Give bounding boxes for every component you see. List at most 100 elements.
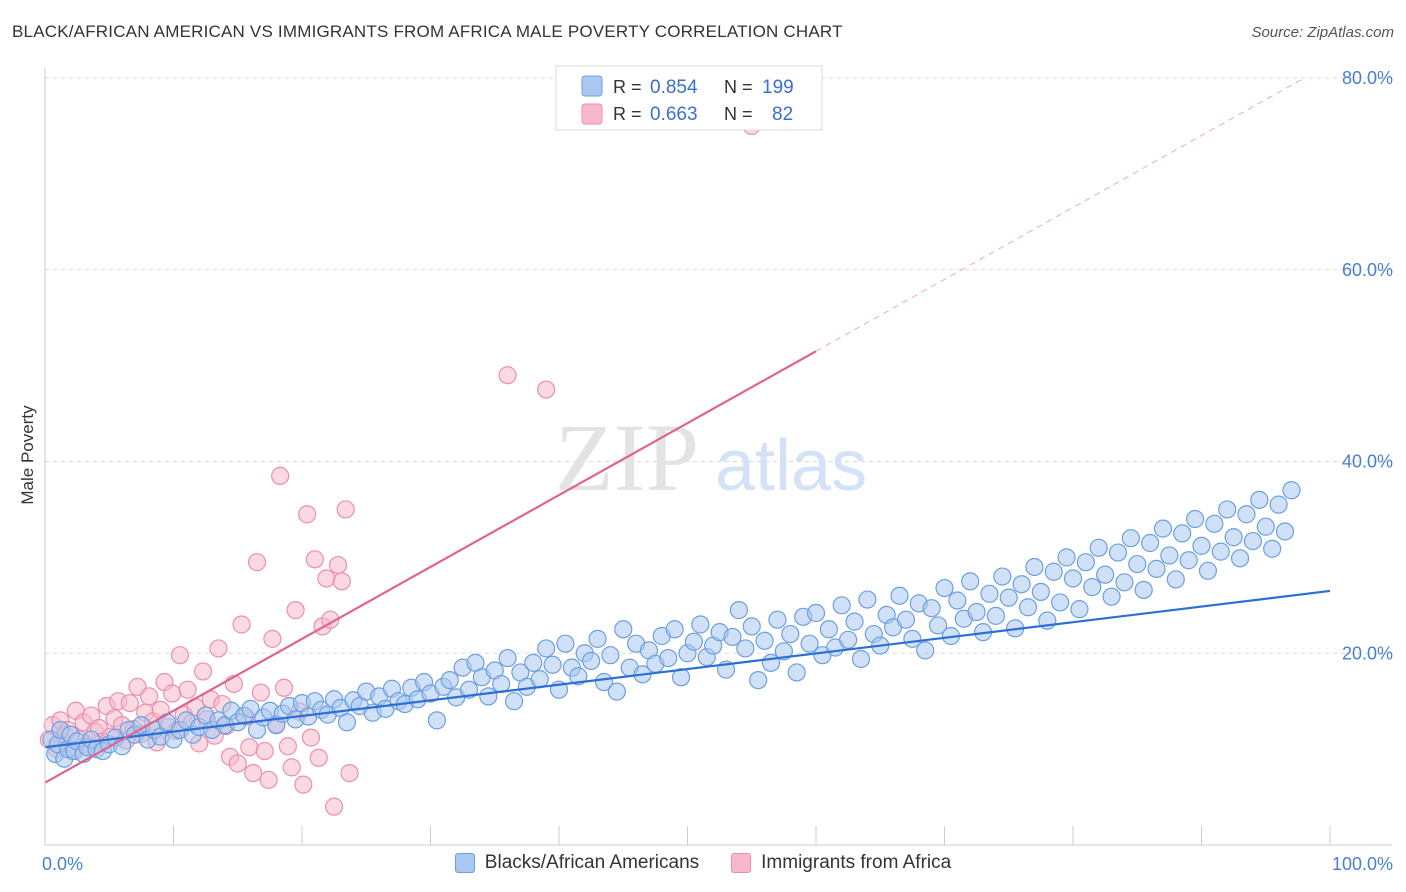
- point-blacks: [601, 646, 620, 665]
- bottom-legend-swatch-pink: [731, 853, 752, 873]
- point-immigrants: [498, 366, 517, 385]
- point-blacks: [980, 584, 999, 603]
- point-blacks: [569, 667, 588, 686]
- point-blacks: [1179, 551, 1198, 570]
- point-blacks: [241, 699, 260, 718]
- point-blacks: [948, 591, 967, 610]
- point-blacks: [781, 624, 800, 644]
- point-blacks: [999, 588, 1018, 607]
- point-immigrants: [244, 763, 263, 783]
- point-blacks: [1243, 531, 1263, 551]
- point-blacks: [851, 649, 871, 669]
- point-blacks: [1230, 549, 1250, 568]
- point-immigrants: [325, 797, 344, 816]
- watermark-atlas: atlas: [715, 426, 867, 506]
- point-immigrants: [278, 737, 297, 756]
- point-immigrants: [209, 639, 228, 658]
- point-immigrants: [274, 678, 294, 697]
- bottom-legend: Blacks/African Americans Immigrants from…: [0, 852, 1406, 874]
- point-blacks: [1275, 522, 1295, 541]
- point-immigrants: [328, 555, 348, 575]
- point-blacks: [961, 572, 980, 591]
- point-blacks: [922, 599, 941, 618]
- point-blacks: [1282, 481, 1301, 500]
- point-blacks: [1108, 543, 1128, 562]
- bottom-legend-item-blacks: Blacks/African Americans: [454, 852, 700, 874]
- point-blacks: [671, 668, 691, 687]
- point-blacks: [1096, 565, 1115, 584]
- point-blacks: [1031, 582, 1050, 601]
- point-blacks: [1140, 533, 1160, 553]
- point-blacks: [543, 655, 562, 674]
- legend-n-value-2: 82: [772, 104, 793, 125]
- legend-n-label-2: N =: [724, 104, 753, 124]
- trend-lines: [44, 77, 1331, 784]
- legend-r-value-2: 0.663: [650, 104, 698, 125]
- legend-box: R = 0.854 N = 199 R = 0.663 N = 82: [555, 65, 823, 131]
- point-blacks: [1263, 539, 1282, 558]
- point-blacks: [1198, 561, 1218, 580]
- point-blacks: [588, 629, 607, 648]
- point-blacks: [1173, 524, 1192, 543]
- point-blacks: [916, 641, 935, 660]
- point-blacks: [742, 617, 761, 636]
- point-immigrants: [251, 683, 270, 702]
- point-immigrants: [263, 629, 282, 648]
- point-blacks: [935, 578, 954, 598]
- point-immigrants: [309, 748, 328, 767]
- point-blacks: [1128, 554, 1147, 574]
- point-blacks: [1044, 562, 1063, 581]
- point-blacks: [819, 620, 838, 639]
- point-blacks: [504, 692, 524, 711]
- point-blacks: [1237, 505, 1256, 524]
- point-blacks: [1018, 598, 1038, 617]
- point-blacks: [665, 620, 684, 639]
- point-blacks: [845, 612, 864, 631]
- point-blacks: [524, 653, 543, 672]
- point-immigrants: [336, 500, 355, 519]
- point-blacks: [890, 586, 909, 605]
- point-blacks: [498, 648, 517, 668]
- y-tick-label: 40.0%: [1342, 452, 1393, 472]
- point-blacks: [1057, 548, 1076, 567]
- point-blacks: [607, 682, 626, 701]
- point-blacks: [749, 670, 768, 690]
- point-blacks: [806, 603, 826, 623]
- point-immigrants: [286, 601, 305, 620]
- point-immigrants: [193, 662, 213, 681]
- trend-line-immigrants: [44, 350, 817, 784]
- point-immigrants: [259, 770, 278, 789]
- point-immigrants: [305, 550, 324, 569]
- point-blacks: [723, 627, 742, 647]
- point-immigrants: [163, 684, 182, 703]
- axes: [44, 68, 1392, 846]
- point-blacks: [1121, 529, 1140, 548]
- point-blacks: [530, 670, 549, 689]
- point-blacks: [1115, 573, 1134, 592]
- x-tick-label: 100.0%: [1332, 854, 1393, 874]
- point-blacks: [1012, 575, 1031, 594]
- point-immigrants: [120, 694, 139, 713]
- bottom-legend-label-blacks: Blacks/African Americans: [484, 852, 700, 873]
- point-immigrants: [247, 553, 267, 572]
- point-blacks: [337, 713, 357, 732]
- point-blacks: [1102, 587, 1121, 606]
- legend-r-label-1: R =: [613, 77, 642, 97]
- point-immigrants: [240, 738, 259, 757]
- source-label: Source: ZipAtlas.com: [1251, 24, 1394, 41]
- point-blacks: [1147, 559, 1166, 578]
- point-blacks: [479, 687, 498, 706]
- point-blacks: [1134, 580, 1153, 600]
- point-immigrants: [178, 680, 197, 699]
- point-blacks: [1250, 490, 1269, 509]
- point-immigrants: [298, 505, 317, 524]
- point-immigrants: [170, 646, 190, 665]
- point-immigrants: [139, 687, 159, 706]
- point-blacks: [896, 610, 916, 629]
- point-blacks: [832, 596, 851, 615]
- x-tick-label: 0.0%: [42, 854, 83, 874]
- legend-r-label-2: R =: [613, 104, 642, 124]
- point-blacks: [993, 567, 1012, 586]
- point-blacks: [440, 670, 459, 690]
- point-blacks: [1070, 600, 1089, 619]
